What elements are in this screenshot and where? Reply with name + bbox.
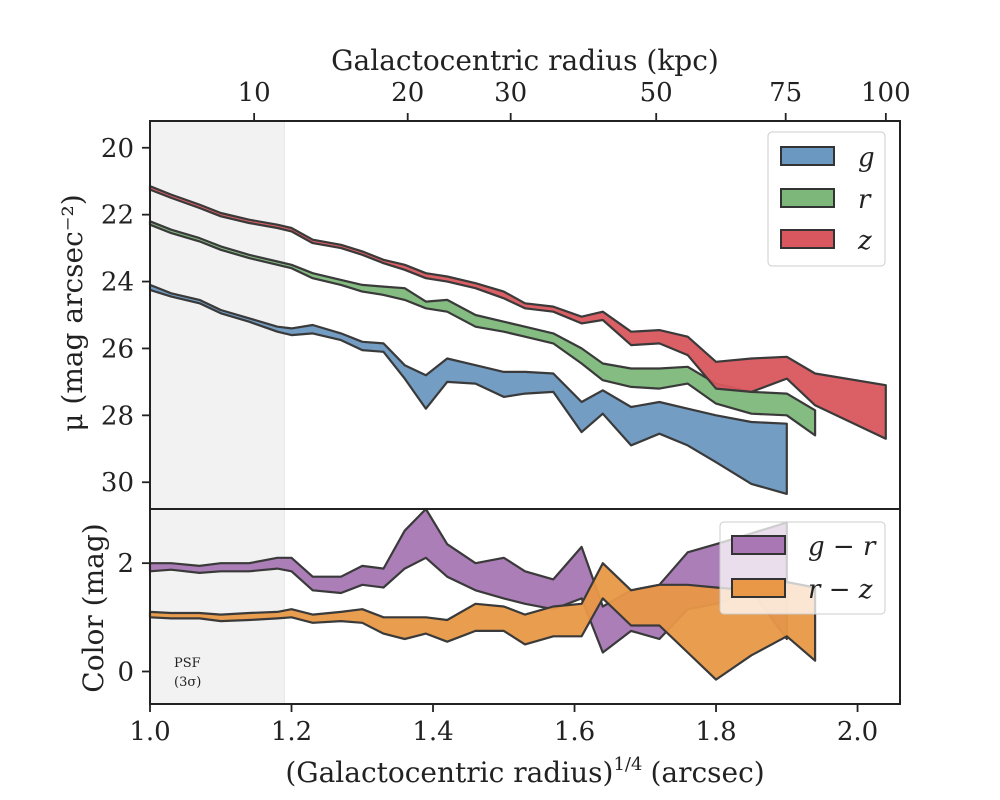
top-y-axis-label: μ (mag arcsec⁻²) — [56, 194, 89, 431]
x-axis-label-main: (Galactocentric radius) — [285, 756, 613, 789]
legend-label-z: z — [857, 226, 872, 256]
axis-ticks: 20 22 24 26 28 30 0 2 1.0 1.2 1.4 1.6 1.8 2.0 10 20 30 50… — [101, 78, 911, 747]
legend-label-g: g — [858, 143, 875, 173]
top-x-tick-label: 100 — [861, 78, 911, 108]
x-tick-label: 2.0 — [837, 717, 878, 747]
y-tick-label: 30 — [101, 468, 134, 498]
series-band-r — [148, 220, 817, 437]
bottom-panel-series — [148, 507, 817, 681]
top-x-tick-label: 50 — [640, 78, 673, 108]
top-panel-series — [148, 185, 887, 495]
bottom-y-axis-label: Color (mag) — [77, 523, 110, 692]
psf-shaded-region — [149, 120, 285, 510]
y-tick-label: 20 — [101, 134, 134, 164]
top-x-tick-label: 10 — [238, 78, 271, 108]
y-tick-label: 26 — [101, 334, 134, 364]
legend-label-r-z: r − z — [808, 575, 873, 605]
top-x-tick-label: 30 — [494, 78, 527, 108]
bottom-legend: g − r r − z — [719, 521, 886, 615]
x-tick-label: 1.4 — [412, 717, 453, 747]
x-axis-label-unit: (arcsec) — [650, 756, 764, 789]
bottom-panel-frame — [149, 508, 901, 705]
psf-shaded-region — [149, 508, 285, 705]
legend-swatch-r — [780, 188, 835, 208]
series-band-z — [148, 185, 887, 440]
bottom-x-axis-label: (Galactocentric radius)1/4 (arcsec) — [285, 754, 764, 789]
top-axis-label: Galactocentric radius (kpc) — [331, 44, 719, 77]
legend-swatch-z — [780, 229, 835, 249]
top-x-tick-label: 75 — [769, 78, 802, 108]
y-tick-label: 0 — [117, 658, 134, 688]
legend-swatch-g — [780, 146, 835, 166]
legend-label-g-r: g − r — [808, 532, 877, 562]
top-x-tick-label: 20 — [391, 78, 424, 108]
psf-annotation-sigma: (3σ) — [174, 675, 201, 690]
legend-swatch-r-z — [731, 578, 786, 598]
x-tick-label: 1.6 — [554, 717, 595, 747]
y-tick-label: 2 — [117, 549, 134, 579]
y-tick-label: 28 — [101, 401, 134, 431]
series-band-g — [148, 283, 788, 495]
x-axis-label-exponent: 1/4 — [613, 754, 642, 775]
x-tick-label: 1.0 — [129, 717, 170, 747]
x-tick-label: 1.8 — [695, 717, 736, 747]
legend-label-r: r — [858, 185, 872, 215]
x-tick-label: 1.2 — [271, 717, 312, 747]
top-legend: g r z — [767, 131, 886, 267]
psf-annotation: PSF — [174, 656, 201, 671]
y-tick-label: 22 — [101, 201, 134, 231]
y-tick-label: 24 — [101, 268, 134, 298]
series-band-rz — [148, 562, 817, 681]
legend-swatch-g-r — [731, 535, 786, 555]
